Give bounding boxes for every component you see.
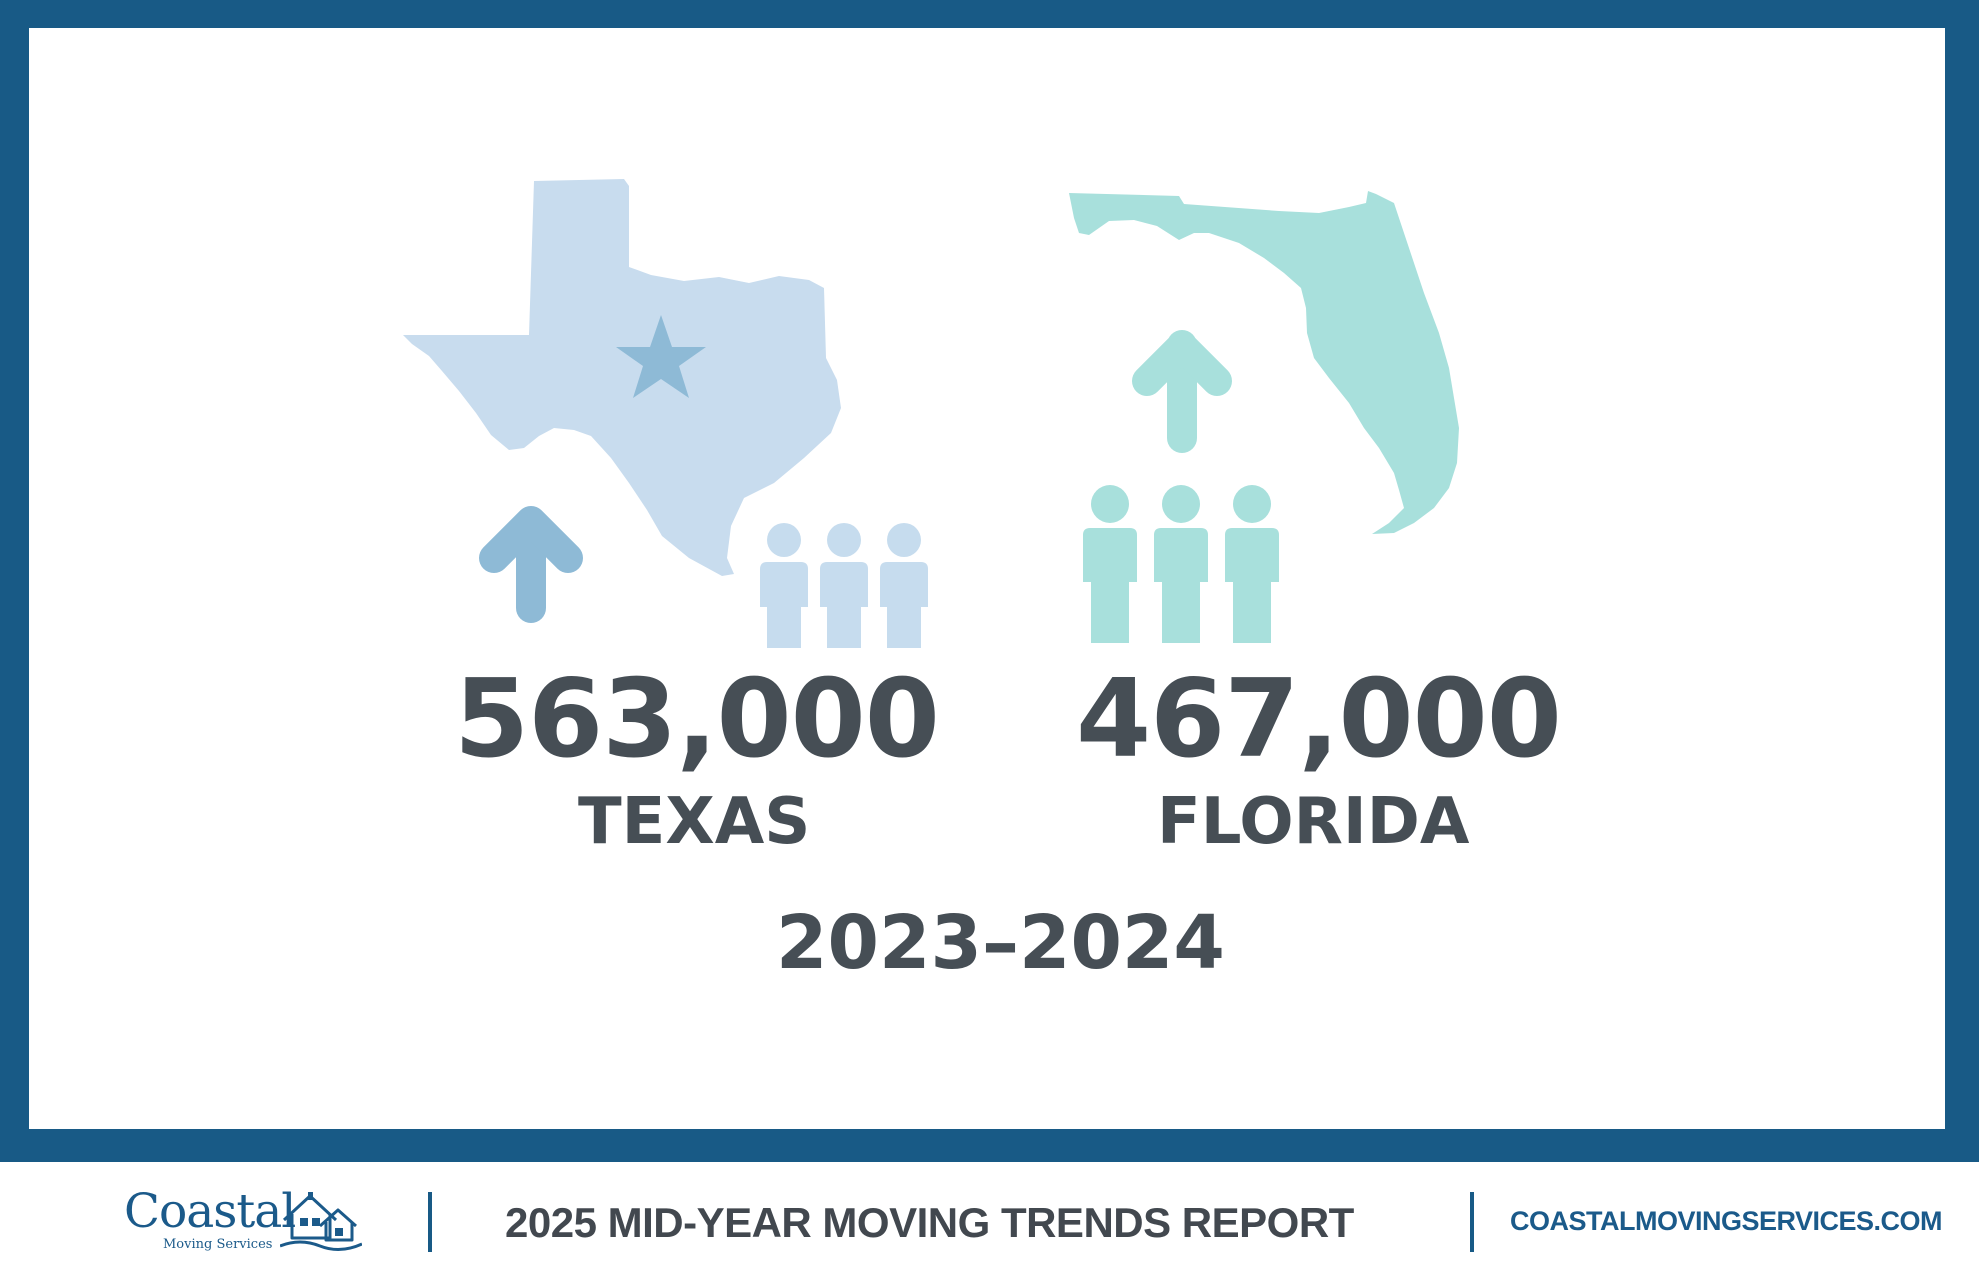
arrow-up-icon — [479, 506, 583, 623]
texas-stat-value: 563,000 — [454, 657, 940, 782]
infographic-frame: 563,000 TEXAS 467,000 FLORIDA 2023–2024 — [0, 0, 1979, 1162]
logo-subtitle: Moving Services — [163, 1237, 273, 1252]
period-label: 2023–2024 — [776, 900, 1225, 986]
website-link[interactable]: COASTALMOVINGSERVICES.COM — [1510, 1206, 1943, 1236]
report-title: 2025 MID-YEAR MOVING TRENDS REPORT — [505, 1199, 1354, 1246]
footer: Coastal Moving Services 2025 MID-YEAR MO… — [0, 1162, 1979, 1267]
florida-label: FLORIDA — [1157, 785, 1470, 859]
infographic-art — [403, 179, 1459, 648]
logo-wordmark: Coastal — [124, 1184, 296, 1239]
texas-map-icon — [403, 179, 841, 576]
texas-label: TEXAS — [578, 785, 811, 859]
florida-stat-value: 467,000 — [1076, 657, 1562, 782]
arrow-up-icon — [1132, 330, 1232, 453]
florida-map-icon — [1069, 191, 1459, 534]
infographic-panel: 563,000 TEXAS 467,000 FLORIDA 2023–2024 — [29, 28, 1945, 1129]
footer-divider — [428, 1192, 432, 1252]
footer-divider — [1470, 1192, 1474, 1252]
people-icon — [1083, 485, 1279, 643]
company-logo[interactable]: Coastal Moving Services — [124, 1188, 374, 1256]
star-icon — [616, 315, 706, 398]
house-icon — [280, 1192, 362, 1251]
people-icon — [760, 523, 928, 648]
